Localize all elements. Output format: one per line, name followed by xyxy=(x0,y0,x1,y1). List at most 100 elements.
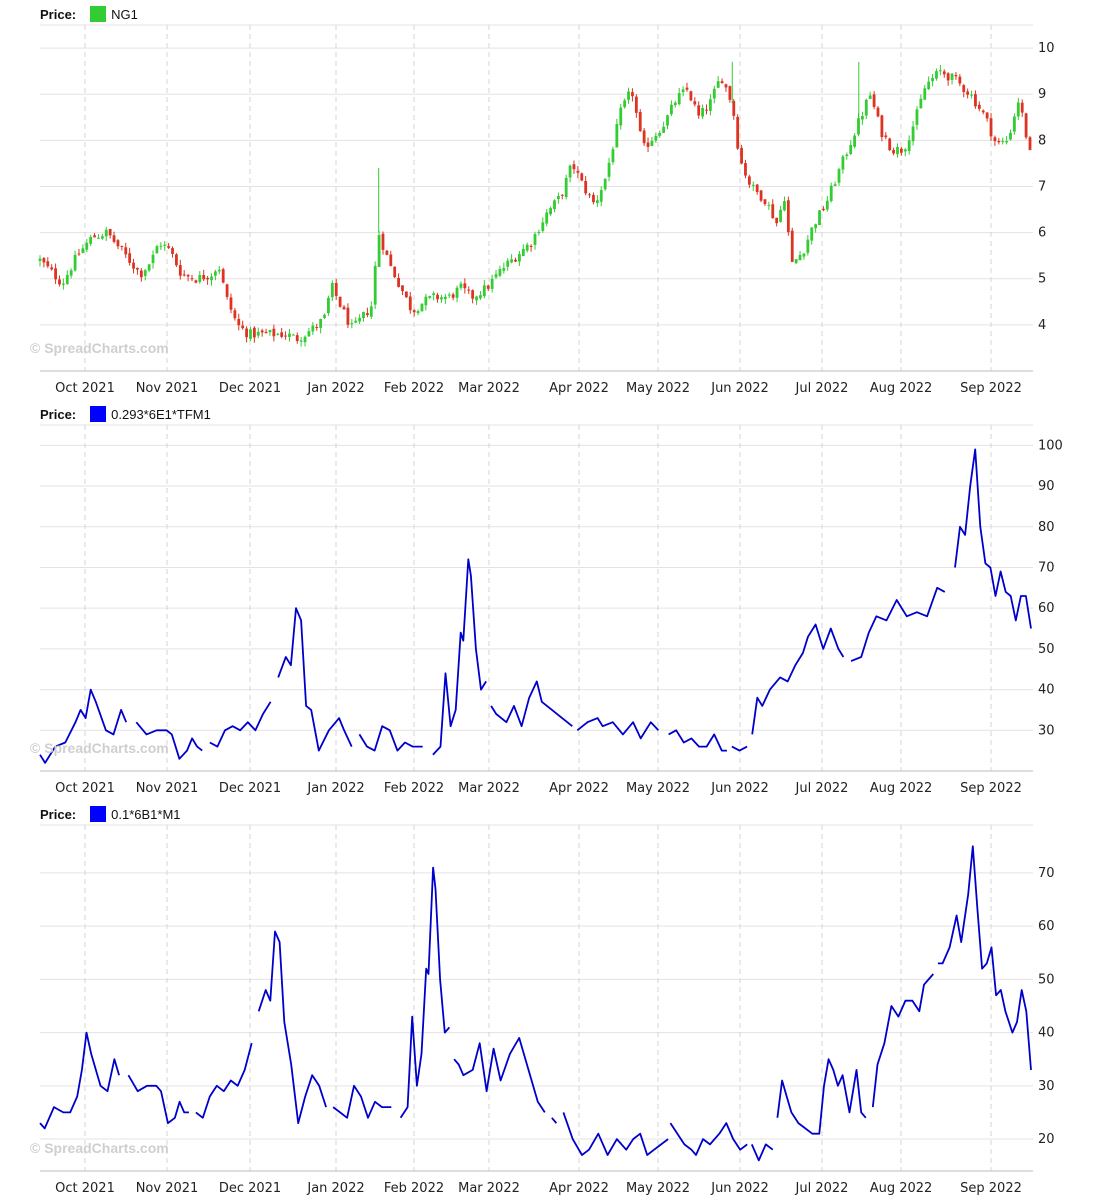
candle xyxy=(884,132,888,140)
candle xyxy=(272,324,276,342)
candle xyxy=(537,229,541,236)
candle xyxy=(163,241,167,251)
candle xyxy=(151,250,155,269)
y-tick-label: 5 xyxy=(1038,272,1046,287)
series-segment xyxy=(850,586,946,662)
candle xyxy=(190,274,194,282)
candle xyxy=(798,250,802,261)
candle xyxy=(369,301,373,320)
candle xyxy=(767,201,771,210)
candle xyxy=(595,195,599,208)
candle xyxy=(132,258,135,274)
candle xyxy=(775,217,779,227)
series-segment xyxy=(750,1143,774,1162)
candle xyxy=(459,281,463,291)
candle xyxy=(872,91,876,110)
candle xyxy=(631,88,634,102)
y-grid: 4 5 6 7 8 9 10 xyxy=(40,24,1055,333)
series-segment xyxy=(668,729,727,752)
candle xyxy=(974,90,977,109)
candle xyxy=(366,307,369,318)
candle xyxy=(541,217,545,233)
legend-label: Price: xyxy=(40,806,77,822)
x-tick-label: Sep 2022 xyxy=(960,381,1022,396)
y-tick-label: 7 xyxy=(1038,179,1046,194)
candle xyxy=(299,336,303,347)
y-grid: 30 40 50 60 70 80 90 100 xyxy=(40,424,1063,738)
legend-series-name: NG1 xyxy=(111,6,138,22)
candle xyxy=(280,327,284,339)
candle xyxy=(490,274,494,293)
candle xyxy=(724,83,728,92)
candle xyxy=(779,205,782,223)
candle xyxy=(654,132,658,143)
candle xyxy=(61,278,65,290)
x-tick-label: Jun 2022 xyxy=(710,1181,769,1196)
candle xyxy=(229,293,233,314)
candle xyxy=(206,275,209,285)
candle xyxy=(822,206,825,212)
series-segment xyxy=(358,725,423,752)
y-tick-label: 90 xyxy=(1038,479,1055,494)
series-segment xyxy=(39,1031,120,1130)
candle xyxy=(1028,136,1032,151)
candle xyxy=(401,285,404,296)
candle xyxy=(584,176,588,196)
x-tick-label: Aug 2022 xyxy=(870,381,933,396)
candle xyxy=(572,160,576,174)
candle xyxy=(245,326,248,343)
candle xyxy=(580,172,584,182)
gbp-spread-chart-panel: 20 30 40 50 60 70 Oct 2021 Nov 2021 Dec 2021 Jan … xyxy=(0,800,1115,1200)
candle xyxy=(428,295,432,300)
candle xyxy=(876,106,880,118)
candle xyxy=(420,303,424,312)
candle xyxy=(85,239,89,253)
candle xyxy=(919,94,923,109)
candle xyxy=(845,152,849,160)
candle xyxy=(829,182,833,203)
candle xyxy=(475,295,478,305)
x-tick-label: Aug 2022 xyxy=(870,1181,933,1196)
candle xyxy=(416,309,420,316)
series-segment xyxy=(39,688,128,764)
candle xyxy=(139,268,143,282)
candle xyxy=(607,157,611,182)
candle xyxy=(783,196,786,212)
candle xyxy=(997,138,1001,145)
candle xyxy=(923,84,927,101)
candle xyxy=(120,245,124,251)
candle xyxy=(389,250,393,267)
series-segment xyxy=(490,680,573,728)
x-tick-label: Nov 2021 xyxy=(136,781,199,796)
candle xyxy=(303,335,307,347)
series-segment xyxy=(135,721,203,760)
candle xyxy=(666,114,669,130)
candle xyxy=(689,90,693,102)
series-segment xyxy=(551,1117,558,1124)
candle xyxy=(315,323,319,331)
candle xyxy=(295,332,299,344)
x-tick-label: Jan 2022 xyxy=(306,1181,364,1196)
series-segment xyxy=(669,1122,748,1156)
candle xyxy=(334,279,338,300)
candle xyxy=(962,84,966,98)
x-tick-label: May 2022 xyxy=(626,381,690,396)
candle xyxy=(175,253,178,268)
x-tick-label: Jul 2022 xyxy=(795,781,849,796)
candle xyxy=(853,133,857,149)
candle xyxy=(946,72,950,86)
series-segment xyxy=(871,973,934,1108)
candle xyxy=(720,78,724,84)
candle xyxy=(65,270,69,285)
series-line xyxy=(39,448,1032,764)
candle xyxy=(989,113,993,142)
x-tick-label: Sep 2022 xyxy=(960,1181,1022,1196)
euro-spread-chart-panel: 30 40 50 60 70 80 90 100 Oct 2021 Nov 2021 Dec 202… xyxy=(0,400,1115,800)
y-tick-label: 30 xyxy=(1038,1079,1055,1094)
candle xyxy=(362,311,365,322)
candle xyxy=(276,332,280,336)
candle xyxy=(89,234,93,247)
candle xyxy=(529,244,533,252)
chart-legend: Price: 0.293*6E1*TFM1 xyxy=(40,405,211,423)
x-tick-label: Jul 2022 xyxy=(795,1181,849,1196)
